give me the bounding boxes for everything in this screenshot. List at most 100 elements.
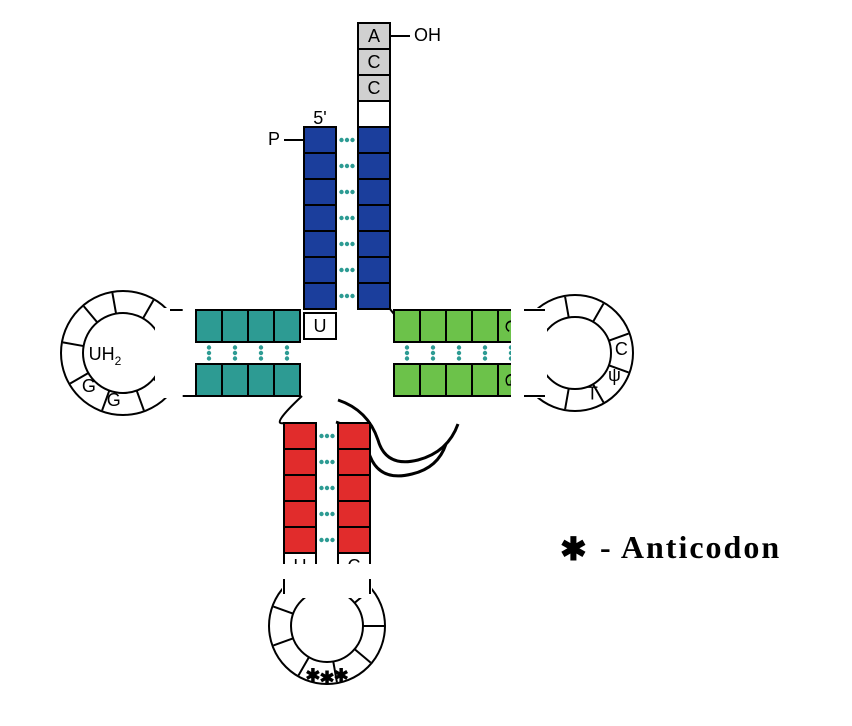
- acceptor-blank: [358, 101, 390, 127]
- bp-dot: [330, 538, 334, 542]
- d-top-2: [222, 310, 248, 342]
- cca-2: C: [358, 75, 390, 101]
- t-spoke: [593, 304, 604, 322]
- bp-dot: [350, 268, 354, 272]
- t-loop-C: C: [615, 339, 628, 359]
- t-spoke: [565, 388, 569, 409]
- bp-dot: [319, 538, 323, 542]
- bp-dot: [339, 268, 343, 272]
- t-top-0: [394, 310, 420, 342]
- junction-curve-left: [280, 396, 302, 423]
- bp-dot: [285, 351, 289, 355]
- bp-dot: [325, 460, 329, 464]
- ac-spoke: [273, 607, 293, 614]
- bp-dot: [483, 351, 487, 355]
- ac-left-1: [284, 449, 316, 475]
- d-bot-3: [196, 364, 222, 396]
- cca-0: A: [358, 23, 390, 49]
- bp-dot: [339, 190, 343, 194]
- acceptor-left-2: [304, 179, 336, 205]
- bp-dot: [350, 294, 354, 298]
- bp-dot: [325, 512, 329, 516]
- ac-right-0: [338, 423, 370, 449]
- t-bot-3: [472, 364, 498, 396]
- d-spoke: [137, 391, 144, 411]
- bp-dot: [431, 351, 435, 355]
- bp-dot: [483, 356, 487, 360]
- bp-dot: [431, 345, 435, 349]
- ac-spoke: [355, 649, 371, 662]
- t-loop-psi: ψ: [608, 365, 621, 385]
- d-spoke: [84, 306, 97, 322]
- svg-text:A: A: [368, 26, 380, 46]
- d-bot-0: [274, 364, 300, 396]
- bp-dot: [405, 356, 409, 360]
- t-loop-T: T: [587, 384, 598, 404]
- t-top-1: [420, 310, 446, 342]
- cca-1: C: [358, 49, 390, 75]
- bp-dot: [259, 356, 263, 360]
- bp-dot: [319, 460, 323, 464]
- bp-dot: [259, 351, 263, 355]
- d-top-0: [274, 310, 300, 342]
- bp-dot: [330, 460, 334, 464]
- bp-dot: [405, 345, 409, 349]
- junction-u: U: [304, 313, 336, 339]
- svg-text:U: U: [314, 316, 327, 336]
- anticodon-star-0: ✱: [334, 666, 349, 686]
- d-top-1: [248, 310, 274, 342]
- bp-dot: [319, 486, 323, 490]
- t-top-3: [472, 310, 498, 342]
- bp-dot: [339, 138, 343, 142]
- acceptor-right-6: [358, 283, 390, 309]
- t-bot-2: [446, 364, 472, 396]
- bp-dot: [233, 356, 237, 360]
- bp-dot: [233, 351, 237, 355]
- bp-dot: [350, 138, 354, 142]
- ac-left-0: [284, 423, 316, 449]
- acceptor-right-0: [358, 127, 390, 153]
- bp-dot: [233, 345, 237, 349]
- acceptor-left-1: [304, 153, 336, 179]
- acceptor-left-0: [304, 127, 336, 153]
- acceptor-left-5: [304, 257, 336, 283]
- bp-dot: [339, 242, 343, 246]
- d-loop-mask: [155, 308, 195, 398]
- bp-dot: [339, 216, 343, 220]
- anticodon-star-1: ✱: [319, 668, 334, 688]
- bp-dot: [330, 434, 334, 438]
- bp-dot: [345, 190, 349, 194]
- acceptor-right-2: [358, 179, 390, 205]
- bp-dot: [483, 345, 487, 349]
- bp-dot: [345, 138, 349, 142]
- t-bot-0: [394, 364, 420, 396]
- ac-loop-mask: [282, 564, 372, 598]
- bp-dot: [345, 242, 349, 246]
- t-spoke: [565, 297, 569, 318]
- bp-dot: [339, 164, 343, 168]
- d-top-3: [196, 310, 222, 342]
- t-bot-1: [420, 364, 446, 396]
- ac-right-1: [338, 449, 370, 475]
- bp-dot: [431, 356, 435, 360]
- annotation-text: - Anticodon: [600, 529, 781, 565]
- bp-dot: [207, 345, 211, 349]
- bp-dot: [207, 351, 211, 355]
- bp-dot: [457, 356, 461, 360]
- trna-cloverleaf-diagram: CCAOH5'PUAUH2GGCGTψCUC✱✱✱✱- Anticodon: [0, 0, 852, 726]
- acceptor-left-4: [304, 231, 336, 257]
- t-loop-inner: [539, 317, 611, 389]
- bp-dot: [285, 356, 289, 360]
- svg-text:C: C: [368, 78, 381, 98]
- bp-dot: [350, 242, 354, 246]
- acceptor-right-3: [358, 205, 390, 231]
- ac-right-4: [338, 527, 370, 553]
- bp-dot: [330, 512, 334, 516]
- bp-dot: [325, 538, 329, 542]
- d-loop-g2: G: [107, 390, 121, 410]
- d-loop-uh2: UH2: [89, 344, 122, 368]
- bp-dot: [325, 434, 329, 438]
- bp-dot: [319, 512, 323, 516]
- t-loop-mask: [511, 308, 547, 398]
- ac-right-2: [338, 475, 370, 501]
